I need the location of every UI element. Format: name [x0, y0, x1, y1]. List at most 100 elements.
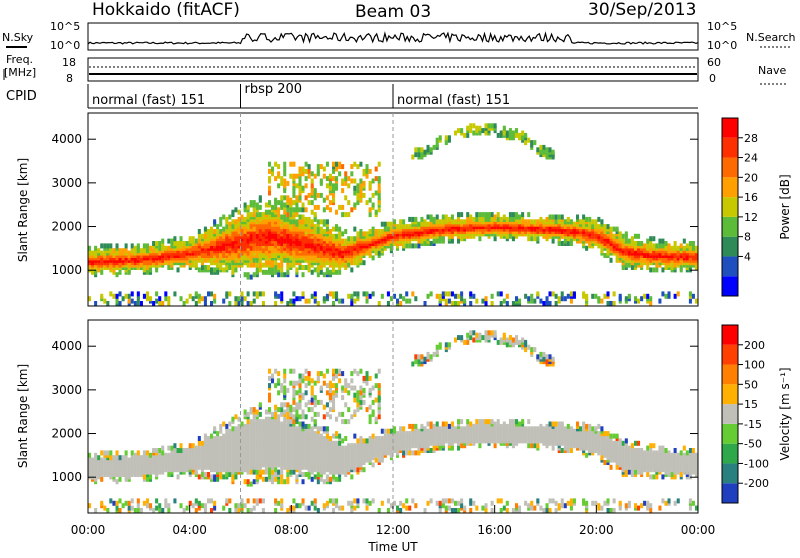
heatmap-cell [292, 414, 295, 419]
heatmap-cell [164, 453, 167, 458]
heatmap-cell [125, 455, 128, 460]
heatmap-cell [338, 378, 341, 383]
heatmap-cell [332, 193, 335, 198]
heatmap-cell [268, 210, 271, 215]
heatmap-cell [332, 400, 335, 405]
heatmap-cell [335, 291, 338, 296]
heatmap-cell [283, 167, 286, 172]
heatmap-cell [649, 301, 652, 306]
heatmap-cell [323, 207, 326, 212]
heatmap-cell [347, 419, 350, 424]
heatmap-cell [442, 215, 445, 220]
heatmap-cell [475, 217, 478, 222]
nsky-tick-bottom: 10^0 [50, 39, 80, 52]
heatmap-cell [311, 183, 314, 188]
heatmap-cell [158, 301, 161, 306]
heatmap-cell [286, 419, 289, 424]
heatmap-cell [420, 147, 423, 152]
heatmap-cell [375, 229, 378, 234]
nsky-line [88, 33, 698, 44]
heatmap-cell [122, 296, 125, 301]
heatmap-cell [359, 234, 362, 239]
heatmap-cell [317, 400, 320, 405]
heatmap-cell [155, 299, 158, 304]
heatmap-cell [317, 164, 320, 169]
heatmap-cell [329, 381, 332, 386]
heatmap-cell [668, 243, 671, 248]
heatmap-cell [131, 455, 134, 460]
heatmap-cell [533, 219, 536, 224]
heatmap-cell [253, 272, 256, 277]
heatmap-cell [167, 239, 170, 244]
heatmap-cell [430, 215, 433, 220]
heatmap-cell [219, 429, 222, 434]
heatmap-cell [347, 236, 350, 241]
heatmap-cell [161, 450, 164, 455]
beam-title: Beam 03 [355, 2, 431, 22]
heatmap-cell [674, 246, 677, 251]
heatmap-cell [637, 234, 640, 239]
heatmap-cell [134, 508, 137, 513]
heatmap-cell [314, 267, 317, 272]
heatmap-cell [417, 152, 420, 157]
heatmap-cell [335, 176, 338, 181]
heatmap-cell [228, 215, 231, 220]
heatmap-cell [250, 200, 253, 205]
heatmap-cell [183, 241, 186, 246]
heatmap-cell [170, 450, 173, 455]
heatmap-cell [356, 231, 359, 236]
heatmap-cell [289, 174, 292, 179]
heatmap-cell [167, 508, 170, 513]
heatmap-cell [427, 145, 430, 150]
heatmap-cell [509, 212, 512, 217]
heatmap-cell [244, 424, 247, 429]
heatmap-cell [302, 410, 305, 415]
heatmap-cell [366, 200, 369, 205]
heatmap-cell [658, 239, 661, 244]
heatmap-cell [335, 234, 338, 239]
heatmap-cell [326, 434, 329, 439]
heatmap-cell [485, 131, 488, 136]
heatmap-cell [677, 246, 680, 251]
heatmap-cell [146, 291, 149, 296]
heatmap-cell [119, 508, 122, 513]
heatmap-cell [384, 227, 387, 232]
heatmap-cell [607, 224, 610, 229]
heatmap-cell [491, 212, 494, 217]
heatmap-cell [314, 224, 317, 229]
heatmap-cell [228, 472, 231, 477]
heatmap-cell [210, 301, 213, 306]
heatmap-cell [445, 291, 448, 296]
heatmap-cell [369, 169, 372, 174]
heatmap-cell [366, 174, 369, 179]
heatmap-cell [414, 243, 417, 248]
heatmap-cell [317, 301, 320, 306]
heatmap-cell [289, 419, 292, 424]
heatmap-cell [353, 227, 356, 232]
heatmap-cell [103, 243, 106, 248]
heatmap-cell [335, 162, 338, 167]
heatmap-cell [253, 419, 256, 424]
heatmap-cell [259, 205, 262, 210]
heatmap-cell [661, 291, 664, 296]
heatmap-cell [378, 162, 381, 167]
heatmap-cell [314, 212, 317, 217]
heatmap-cell [247, 212, 250, 217]
heatmap-cell [94, 453, 97, 458]
heatmap-cell [542, 301, 545, 306]
heatmap-cell [448, 217, 451, 222]
heatmap-cell [427, 294, 430, 299]
heatmap-cell [268, 162, 271, 167]
heatmap-cell [289, 198, 292, 203]
heatmap-cell [204, 434, 207, 439]
heatmap-cell [125, 294, 128, 299]
heatmap-cell [302, 167, 305, 172]
heatmap-cell [320, 219, 323, 224]
heatmap-cell [475, 212, 478, 217]
heatmap-cell [152, 508, 155, 513]
heatmap-cell [515, 128, 518, 133]
heatmap-cell [302, 291, 305, 296]
heatmap-cell [384, 429, 387, 434]
heatmap-cell [661, 239, 664, 244]
heatmap-cell [277, 414, 280, 419]
